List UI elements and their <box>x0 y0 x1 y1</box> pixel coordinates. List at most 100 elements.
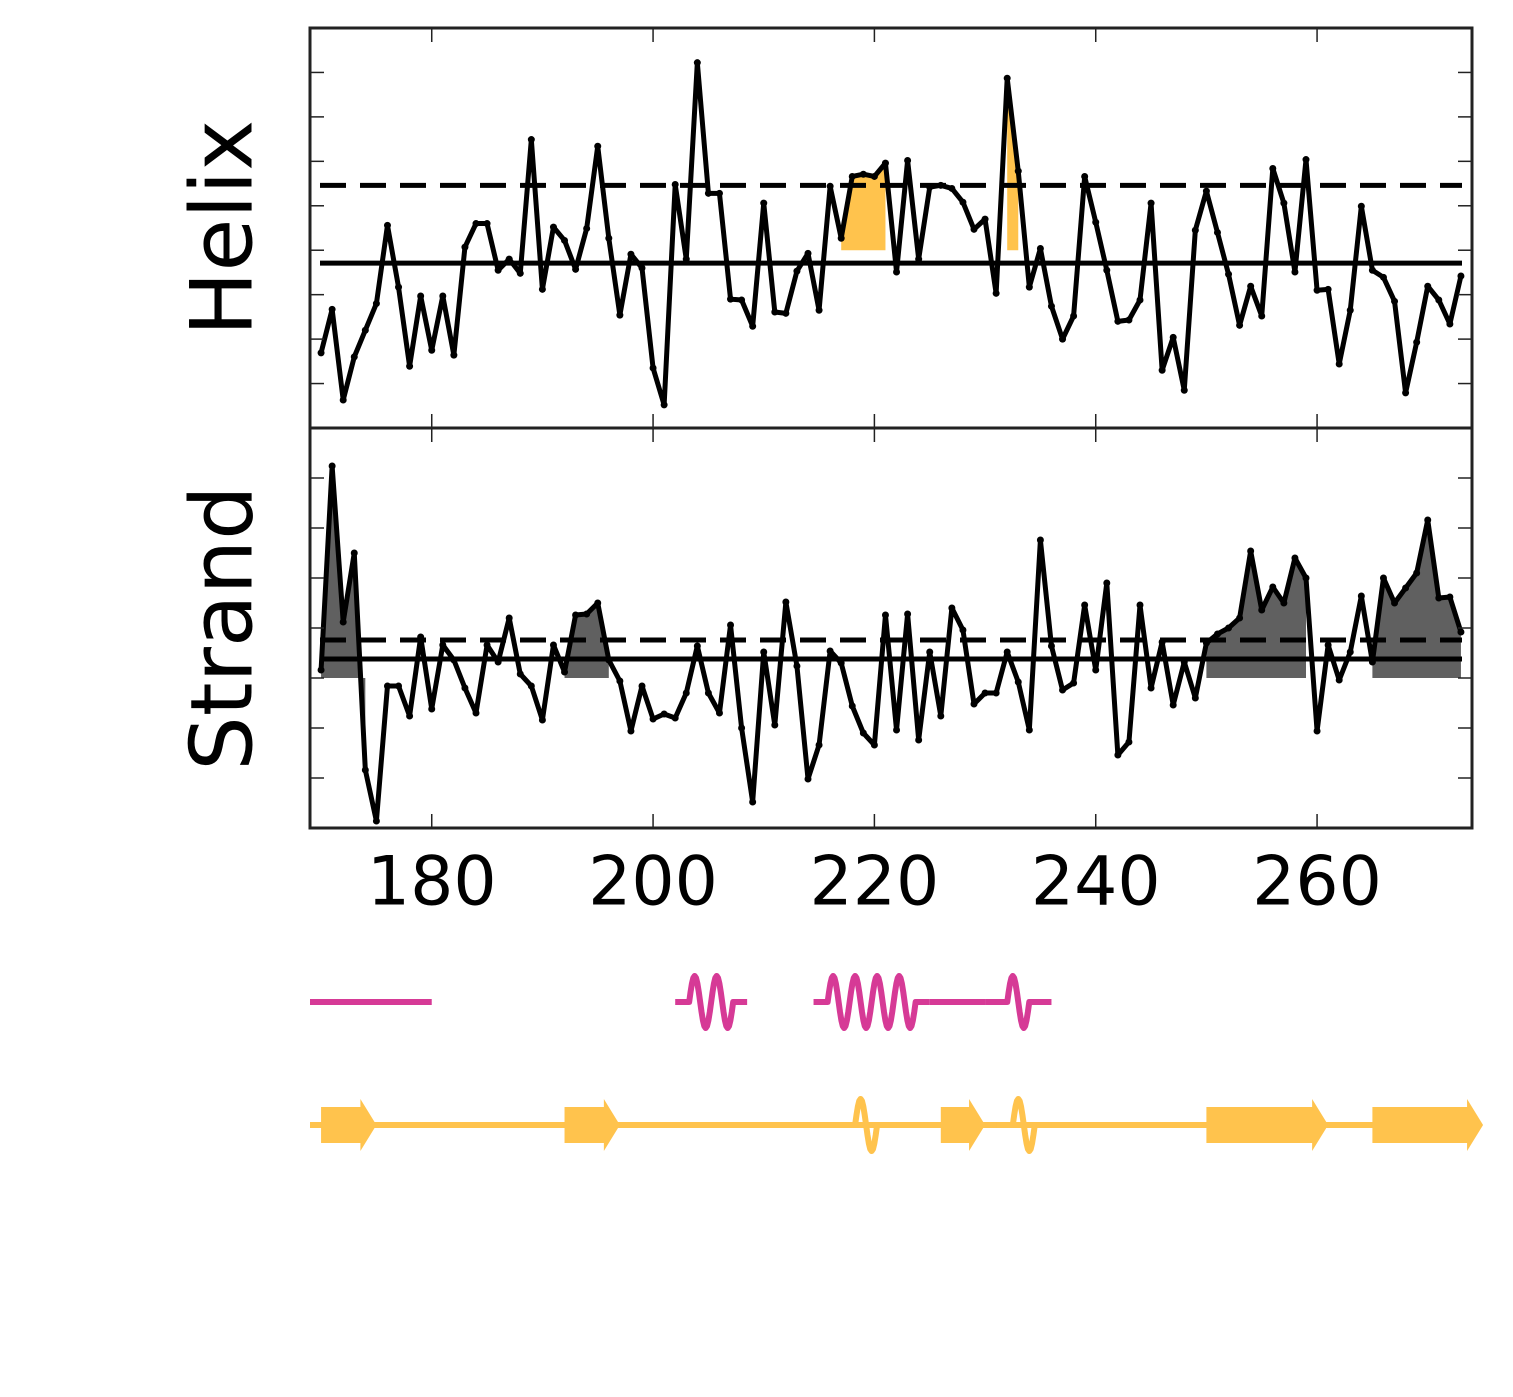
data-point <box>848 702 856 710</box>
data-point <box>1424 282 1432 290</box>
data-point <box>660 710 668 718</box>
data-point <box>704 189 712 197</box>
data-point <box>1457 628 1465 636</box>
data-point <box>1446 593 1454 601</box>
data-point <box>1280 599 1288 607</box>
data-point <box>406 712 414 720</box>
data-point <box>450 656 458 664</box>
data-point <box>937 181 945 189</box>
data-point <box>561 236 569 244</box>
data-point <box>771 308 779 316</box>
data-point <box>1291 268 1299 276</box>
data-point <box>1324 285 1332 293</box>
data-point <box>760 648 768 656</box>
data-point <box>1025 726 1033 734</box>
data-point <box>926 183 934 191</box>
data-point <box>527 682 535 690</box>
data-point <box>1213 630 1221 638</box>
data-point <box>572 611 580 619</box>
data-point <box>1413 569 1421 577</box>
data-point <box>638 682 646 690</box>
data-point <box>372 300 380 308</box>
data-point <box>627 727 635 735</box>
data-point <box>1003 74 1011 82</box>
data-point <box>1236 614 1244 622</box>
data-point <box>837 659 845 667</box>
data-point <box>1003 648 1011 656</box>
data-point <box>1324 641 1332 649</box>
data-point <box>483 641 491 649</box>
data-point <box>870 172 878 180</box>
data-point <box>660 401 668 409</box>
y-axis-label: Strand <box>172 485 272 770</box>
data-point <box>1125 738 1133 746</box>
data-point <box>1202 187 1210 195</box>
data-point <box>417 292 425 300</box>
data-point <box>693 59 701 67</box>
data-point <box>1114 751 1122 759</box>
data-point <box>1103 266 1111 274</box>
data-point <box>439 292 447 300</box>
data-point <box>1047 642 1055 650</box>
fill-region <box>321 466 366 770</box>
data-point <box>1169 701 1177 709</box>
data-point <box>771 721 779 729</box>
data-point <box>1092 666 1100 674</box>
data-point <box>1191 226 1199 234</box>
data-point <box>671 714 679 722</box>
data-point <box>583 610 591 618</box>
data-point <box>826 182 834 190</box>
data-point <box>1191 694 1199 702</box>
data-point <box>815 741 823 749</box>
fill-region <box>1372 520 1461 678</box>
data-point <box>317 666 325 674</box>
helix <box>835 1096 897 1154</box>
data-point <box>1158 638 1166 646</box>
data-point <box>472 709 480 717</box>
data-point <box>749 798 757 806</box>
data-point <box>317 349 325 357</box>
data-point <box>815 306 823 314</box>
data-point <box>572 265 580 273</box>
data-point <box>439 641 447 649</box>
data-point <box>1059 686 1067 694</box>
data-point <box>1025 283 1033 291</box>
data-point <box>395 283 403 291</box>
data-point <box>1280 199 1288 207</box>
data-point <box>926 648 934 656</box>
data-point <box>1247 282 1255 290</box>
data-point <box>738 724 746 732</box>
data-point <box>992 289 1000 297</box>
data-point <box>1379 273 1387 281</box>
data-point <box>1368 658 1376 666</box>
data-point <box>1147 684 1155 692</box>
data-point <box>693 642 701 650</box>
data-point <box>704 689 712 697</box>
helix <box>996 1096 1052 1154</box>
data-point <box>981 215 989 223</box>
data-point <box>450 351 458 359</box>
data-line <box>318 463 1464 824</box>
data-point <box>627 250 635 258</box>
data-point <box>1147 199 1155 207</box>
data-point <box>383 221 391 229</box>
data-point <box>859 170 867 178</box>
data-point <box>538 285 546 293</box>
data-point <box>671 180 679 188</box>
data-point <box>561 668 569 676</box>
data-point <box>727 295 735 303</box>
data-point <box>715 709 723 717</box>
data-point <box>1446 320 1454 328</box>
data-line <box>318 60 1464 408</box>
x-tick-label: 200 <box>588 843 718 922</box>
data-point <box>682 255 690 263</box>
data-point <box>350 549 358 557</box>
data-point <box>1225 624 1233 632</box>
data-point <box>1313 286 1321 294</box>
data-point <box>1391 297 1399 305</box>
data-point <box>1413 338 1421 346</box>
data-point <box>1070 679 1078 687</box>
data-point <box>1014 167 1022 175</box>
data-point <box>1136 601 1144 609</box>
data-point <box>339 618 347 626</box>
